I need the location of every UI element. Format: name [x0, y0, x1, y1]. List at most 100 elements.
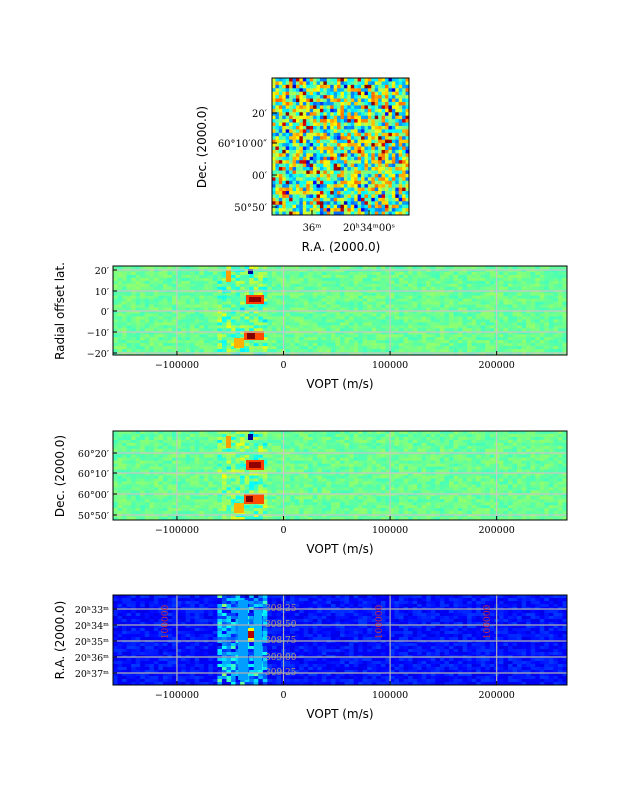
- pv-pixel: [362, 298, 368, 302]
- pv-pixel: [158, 334, 164, 338]
- sky-map-pixel: [326, 149, 331, 154]
- pv-pixel: [340, 271, 345, 276]
- sky-map-pixel: [285, 115, 290, 120]
- pv-pixel: [185, 266, 191, 270]
- pv-pixel: [190, 277, 196, 282]
- sky-map-pixel: [340, 122, 345, 127]
- pv-pixel: [303, 283, 309, 288]
- pv-pixel: [240, 271, 246, 276]
- pv-pixel: [113, 271, 118, 276]
- pv-pixel: [353, 295, 359, 300]
- pv-pixel: [271, 283, 277, 288]
- sky-map-pixel: [347, 91, 352, 96]
- pv-pixel: [144, 349, 150, 353]
- sky-map-pixel: [333, 208, 338, 212]
- pv-pixel: [362, 328, 368, 332]
- sky-map-pixel: [378, 136, 382, 141]
- pv-pixel: [330, 337, 336, 341]
- pv-pixel: [144, 301, 150, 305]
- pv-pixel: [267, 331, 273, 335]
- sky-map-pixel: [275, 211, 280, 215]
- pv-pixel: [262, 334, 268, 338]
- sky-map-pixel: [343, 84, 348, 89]
- pv-pixel: [435, 274, 441, 279]
- pv-pixel: [326, 277, 332, 282]
- pv-pixel: [544, 266, 550, 270]
- pv-pixel: [212, 283, 218, 288]
- sky-map-pixel: [398, 146, 403, 151]
- sky-map-pixel: [354, 153, 359, 158]
- sky-map-pixel: [385, 187, 389, 192]
- sky-map-pixel: [340, 153, 345, 158]
- pv-pixel: [544, 331, 550, 335]
- pv-pixel: [362, 271, 368, 276]
- pv-pixel: [149, 292, 155, 297]
- pv-pixel: [544, 304, 550, 308]
- pv-pixel: [276, 346, 282, 350]
- pv-pixel: [267, 316, 273, 320]
- pv-pixel: [294, 268, 300, 273]
- pv-pixel: [208, 319, 214, 323]
- pv-pixel: [340, 319, 345, 323]
- pv-pixel: [326, 310, 332, 314]
- sky-map-pixel: [381, 98, 386, 103]
- pv-pixel: [389, 313, 395, 317]
- pv-pixel: [371, 325, 377, 329]
- pv-pixel: [208, 268, 214, 273]
- pv-pixel: [358, 286, 364, 291]
- sky-map-pixel: [278, 167, 283, 171]
- pv-pixel: [131, 472, 137, 476]
- sky-map-pixel: [364, 149, 369, 154]
- sky-map-pixel: [374, 204, 379, 209]
- pv-pixel: [212, 340, 218, 344]
- pv-pixel: [172, 298, 177, 302]
- sky-map-pixel: [309, 95, 314, 99]
- pv-pixel: [290, 268, 295, 273]
- sky-map-pixel: [343, 194, 348, 199]
- sky-map-pixel: [306, 208, 311, 212]
- pv-pixel: [144, 310, 150, 314]
- sky-map-pixel: [402, 160, 406, 165]
- sky-map-pixel: [343, 153, 348, 158]
- pv-pixel: [517, 310, 522, 314]
- pv-pixel: [498, 295, 504, 300]
- sky-map-pixel: [357, 191, 362, 195]
- sky-map-pixel: [381, 201, 386, 206]
- pv-pixel: [153, 277, 159, 282]
- pv-pixel: [122, 460, 128, 465]
- pv-pixel: [162, 292, 168, 297]
- pv-pixel: [162, 349, 168, 353]
- sky-map-pixel: [388, 119, 393, 123]
- sky-map-pixel: [350, 78, 355, 82]
- pv-pixel: [521, 319, 527, 323]
- pv-pixel: [471, 307, 477, 311]
- sky-map-pixel: [374, 170, 379, 175]
- sky-map-pixel: [364, 187, 369, 192]
- sky-map-pixel: [282, 170, 287, 175]
- pv-pixel: [435, 283, 441, 288]
- pv-pixel: [448, 295, 454, 300]
- sky-map-pixel: [391, 187, 396, 192]
- pv-pixel: [299, 274, 305, 279]
- pv-pixel: [471, 325, 477, 329]
- sky-map-pixel: [361, 173, 365, 178]
- pv-pixel: [172, 286, 177, 291]
- sky-map-pixel: [367, 101, 372, 106]
- pv-pixel: [544, 340, 550, 344]
- pv-pixel: [194, 346, 200, 350]
- sky-map-pixel: [309, 136, 314, 141]
- sky-map-pixel: [272, 129, 276, 134]
- pv-pixel: [149, 463, 155, 467]
- pv-pixel: [385, 322, 391, 326]
- sky-map-pixel: [340, 149, 345, 154]
- pv-pixel: [485, 328, 491, 332]
- pv-pixel: [149, 331, 155, 335]
- pv-pixel: [303, 346, 309, 350]
- sky-map-pixel: [282, 180, 287, 185]
- pv-pixel: [113, 442, 118, 447]
- ytick-label: 20′: [95, 266, 109, 277]
- pv-pixel: [553, 346, 559, 350]
- pv-pixel: [303, 292, 309, 297]
- sky-map-pixel: [306, 180, 311, 185]
